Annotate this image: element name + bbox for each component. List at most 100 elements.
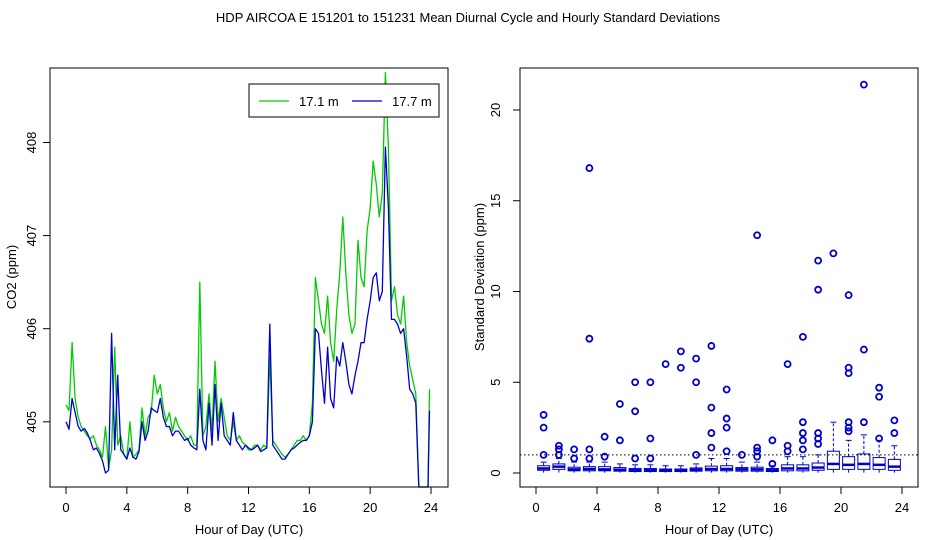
box-hour-10 <box>689 354 703 473</box>
outlier-point <box>844 291 853 300</box>
box-hour-9 <box>674 347 688 473</box>
co2-line-chart: 0 4 8 12 16 20 24 405 406 407 408 Hour of Day (UT… <box>4 67 449 537</box>
legend-label-17-1m: 17.1 m <box>299 94 339 109</box>
right-y-tick-label: 20 <box>488 103 503 117</box>
outlier-point <box>722 385 731 394</box>
outlier-point <box>829 249 838 258</box>
box-hour-20 <box>842 291 856 473</box>
outlier-point <box>753 231 762 240</box>
box-hour-14 <box>750 231 764 473</box>
left-y-tick-label: 407 <box>24 225 39 247</box>
box-hour-18 <box>811 256 825 473</box>
outlier-point <box>707 403 716 412</box>
outlier-point <box>554 441 563 450</box>
outlier-point <box>585 454 594 463</box>
box-hour-11 <box>704 342 718 473</box>
outlier-point <box>890 429 899 437</box>
outlier-point <box>631 378 640 387</box>
outlier-point <box>875 392 884 401</box>
outlier-point <box>661 360 670 369</box>
outlier-point <box>631 407 640 416</box>
right-y-tick-label: 15 <box>488 194 503 208</box>
outlier-point <box>570 454 579 463</box>
outlier-point <box>783 441 792 450</box>
right-y-axis-label: Standard Deviation (ppm) <box>472 203 487 351</box>
right-x-axis: 0 4 8 12 16 20 24 <box>532 486 909 515</box>
left-x-tick-label: 0 <box>62 500 69 515</box>
box-hour-21 <box>857 80 871 473</box>
outlier-point <box>737 450 746 459</box>
outlier-point <box>676 363 685 372</box>
left-x-tick-label: 16 <box>302 500 316 515</box>
box-hour-12 <box>720 385 734 473</box>
outlier-point <box>615 400 624 408</box>
box-hour-22 <box>872 383 886 473</box>
outlier-point <box>539 423 548 432</box>
outlier-point <box>844 418 853 427</box>
right-x-tick-label: 4 <box>593 500 600 515</box>
outlier-point <box>631 454 640 463</box>
right-x-tick-label: 8 <box>654 500 661 515</box>
left-x-tick-label: 4 <box>123 500 130 515</box>
series-line-1 <box>65 146 431 488</box>
left-x-axis-label: Hour of Day (UTC) <box>195 522 303 537</box>
box-hour-19 <box>826 249 840 473</box>
right-y-tick-label: 0 <box>488 469 503 476</box>
outlier-point <box>539 450 548 459</box>
outlier-point <box>814 285 823 294</box>
outlier-point <box>783 360 792 369</box>
outlier-point <box>859 80 868 89</box>
left-x-tick-label: 12 <box>241 500 255 515</box>
outlier-point <box>692 354 701 363</box>
right-y-axis: 0 5 10 15 20 <box>488 103 521 477</box>
outlier-point <box>859 418 868 427</box>
right-x-tick-label: 16 <box>773 500 787 515</box>
right-x-tick-label: 20 <box>834 500 848 515</box>
outlier-point <box>554 445 563 454</box>
outlier-point <box>600 452 609 461</box>
outlier-point <box>814 256 823 265</box>
box-body <box>887 458 901 471</box>
right-x-axis-label: Hour of Day (UTC) <box>665 522 773 537</box>
outlier-point <box>768 436 777 445</box>
box-hour-7 <box>643 378 657 473</box>
left-y-tick-label: 406 <box>24 318 39 340</box>
box-hour-2 <box>567 445 581 473</box>
outlier-point <box>875 383 884 392</box>
std-dev-boxplot: 0 4 8 12 16 20 24 0 5 10 15 20 Hour of Day (UTC) S… <box>472 67 919 537</box>
box-hour-1 <box>552 441 566 473</box>
right-x-tick-label: 24 <box>895 500 909 515</box>
outlier-point <box>768 460 777 468</box>
box-hour-16 <box>781 360 795 473</box>
box-hour-5 <box>613 400 627 473</box>
outlier-point <box>585 445 594 454</box>
box-hour-17 <box>796 332 810 473</box>
outlier-point <box>707 342 716 350</box>
outlier-point <box>844 427 853 436</box>
box-body <box>857 453 871 470</box>
outlier-point <box>875 434 884 443</box>
box-body <box>872 457 886 470</box>
outlier-point <box>646 454 655 463</box>
outlier-point <box>692 378 701 387</box>
box-hour-8 <box>659 360 673 473</box>
right-y-tick-label: 10 <box>488 284 503 298</box>
box-hour-13 <box>735 450 749 473</box>
outlier-point <box>798 445 807 454</box>
right-x-tick-label: 12 <box>712 500 726 515</box>
right-plot-frame <box>519 67 919 488</box>
outlier-point <box>646 434 655 443</box>
outlier-point <box>600 432 609 441</box>
outlier-point <box>707 443 716 452</box>
outlier-point <box>722 414 731 423</box>
left-x-tick-label: 24 <box>424 500 438 515</box>
outlier-point <box>585 164 594 172</box>
left-series-lines <box>65 72 431 488</box>
outlier-point <box>539 411 548 419</box>
right-boxes <box>537 80 901 473</box>
left-y-tick-label: 405 <box>24 411 39 433</box>
left-y-tick-label: 408 <box>24 132 39 154</box>
legend: 17.1 m 17.7 m <box>248 83 440 118</box>
outlier-point <box>798 429 807 437</box>
